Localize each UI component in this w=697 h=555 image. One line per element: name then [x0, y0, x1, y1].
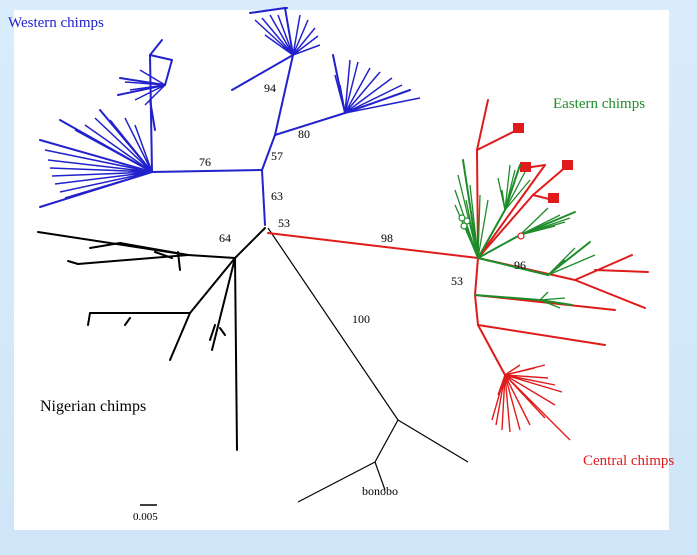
eastern-open-markers	[458, 214, 525, 240]
bootstrap-100: 100	[352, 312, 370, 326]
bootstrap-63: 63	[271, 189, 283, 203]
western-clade	[39, 7, 411, 226]
label-bonobo: bonobo	[362, 484, 398, 498]
label-western: Western chimps	[8, 15, 104, 31]
central-markers	[513, 123, 573, 203]
bootstrap-76: 76	[199, 155, 211, 169]
bonobo-outgroup	[267, 227, 469, 503]
central-clade	[267, 99, 649, 376]
bootstrap-53-root: 53	[278, 216, 290, 230]
bootstrap-96: 96	[514, 258, 526, 272]
nigerian-clade	[37, 227, 266, 451]
bootstrap-80: 80	[298, 127, 310, 141]
label-nigerian: Nigerian chimps	[40, 398, 146, 415]
label-eastern: Eastern chimps	[553, 96, 645, 112]
western-fans	[44, 14, 421, 199]
bootstrap-98: 98	[381, 231, 393, 245]
scale-label: 0.005	[133, 511, 158, 523]
bootstrap-53-central: 53	[451, 274, 463, 288]
bootstrap-94: 94	[264, 81, 276, 95]
bootstrap-57: 57	[271, 149, 283, 163]
label-central: Central chimps	[583, 453, 674, 469]
bootstrap-64: 64	[219, 231, 231, 245]
central-fan	[491, 364, 571, 441]
